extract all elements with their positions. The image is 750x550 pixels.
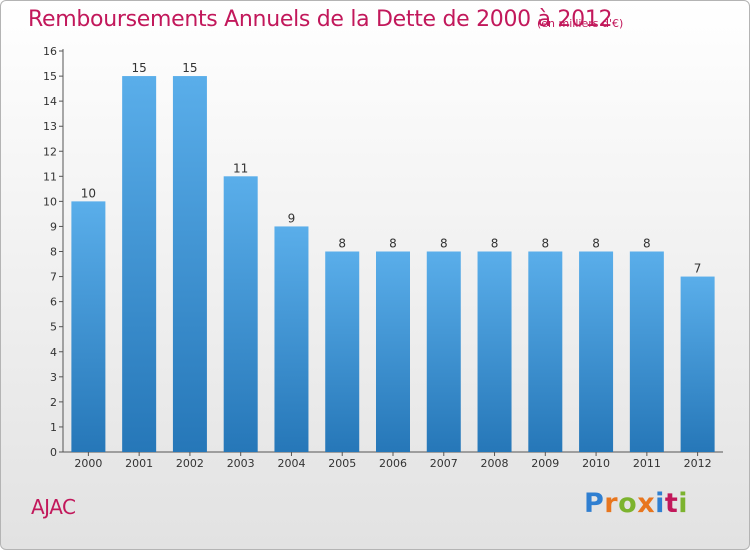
chart-title: Remboursements Annuels de la Dette de 20…: [28, 7, 613, 32]
logo-letter: o: [618, 488, 638, 519]
x-tick-label-2008: 2008: [481, 457, 509, 470]
bar-2012: [680, 276, 715, 452]
y-tick-label: 13: [43, 120, 57, 133]
bar-2006: [376, 251, 410, 452]
bar-2011: [629, 251, 664, 452]
y-tick-label: 11: [43, 170, 57, 183]
logo-letter: i: [655, 488, 665, 519]
data-label-2007: 8: [440, 237, 448, 251]
data-label-2011: 8: [643, 237, 651, 251]
data-labels-group: 10 2000 15 2001 15 2002 11 2003 9 2004 8 2005 8 2006 8…: [74, 61, 711, 470]
logo-letter: t: [664, 488, 679, 519]
logo-letter: i: [678, 488, 689, 519]
bar-2008: [477, 251, 512, 452]
bar-2000: [71, 201, 106, 452]
bar-2009: [528, 251, 563, 452]
commune-name: AJAC: [31, 495, 76, 519]
x-tick-label-2005: 2005: [328, 457, 356, 470]
data-label-2004: 9: [288, 211, 296, 225]
y-tick-label: 7: [50, 271, 57, 284]
x-tick-label-2000: 2000: [74, 457, 102, 470]
data-label-2010: 8: [592, 237, 600, 251]
y-tick-label: 1: [50, 421, 57, 434]
x-tick-label-2011: 2011: [633, 457, 661, 470]
y-tick-label: 16: [43, 45, 57, 58]
y-tick-label: 4: [50, 346, 57, 359]
data-label-2006: 8: [389, 237, 397, 251]
data-label-2000: 10: [81, 186, 96, 200]
x-tick-label-2010: 2010: [582, 457, 610, 470]
x-tick-label-2006: 2006: [379, 457, 407, 470]
bar-2001: [122, 76, 157, 452]
y-tick-label: 2: [50, 396, 57, 409]
y-tick-label: 0: [50, 446, 57, 459]
x-tick-label-2002: 2002: [176, 457, 204, 470]
y-tick-label: 5: [50, 321, 57, 334]
bar-2003: [223, 176, 258, 452]
data-label-2008: 8: [491, 237, 499, 251]
bar-2002: [172, 76, 207, 452]
y-tick-label: 12: [43, 145, 57, 158]
bar-2004: [274, 226, 309, 452]
bar-2005: [325, 251, 360, 452]
x-tick-label-2009: 2009: [531, 457, 559, 470]
data-label-2012: 7: [694, 262, 702, 276]
proxiti-logo: Proxiti: [584, 488, 688, 519]
x-tick-label-2001: 2001: [125, 457, 153, 470]
data-label-2002: 15: [182, 61, 197, 75]
bars-group: [71, 76, 715, 452]
logo-letter: r: [604, 488, 619, 519]
y-tick-label: 8: [50, 246, 57, 259]
data-label-2001: 15: [132, 61, 147, 75]
y-tick-label: 15: [43, 70, 57, 83]
bar-2007: [426, 251, 461, 452]
data-label-2009: 8: [541, 237, 549, 251]
y-tick-label: 3: [50, 371, 57, 384]
logo-letter: x: [637, 488, 656, 519]
logo-letter: P: [584, 488, 605, 519]
data-label-2003: 11: [233, 161, 248, 175]
chart-subtitle: (en milliers d'€): [537, 17, 624, 30]
x-tick-label-2003: 2003: [227, 457, 255, 470]
y-tick-label: 9: [50, 220, 57, 233]
x-tick-label-2012: 2012: [684, 457, 712, 470]
y-tick-label: 6: [50, 296, 57, 309]
x-tick-label-2004: 2004: [277, 457, 305, 470]
y-tick-label: 10: [43, 195, 57, 208]
bar-2010: [579, 251, 614, 452]
y-tick-label: 14: [43, 95, 57, 108]
x-tick-label-2007: 2007: [430, 457, 458, 470]
data-label-2005: 8: [338, 237, 346, 251]
